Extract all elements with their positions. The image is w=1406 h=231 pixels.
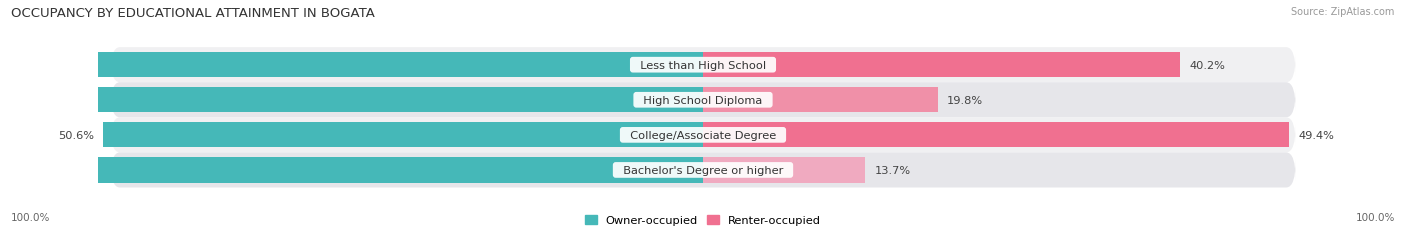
FancyBboxPatch shape [110, 153, 1296, 188]
Bar [703, 123, 1289, 148]
Text: College/Associate Degree: College/Associate Degree [623, 130, 783, 140]
Bar [0, 53, 703, 78]
Text: 100.0%: 100.0% [1355, 212, 1395, 222]
Text: 100.0%: 100.0% [11, 212, 51, 222]
Legend: Owner-occupied, Renter-occupied: Owner-occupied, Renter-occupied [585, 215, 821, 225]
FancyBboxPatch shape [110, 118, 1296, 153]
Text: 40.2%: 40.2% [1189, 61, 1225, 70]
Text: 13.7%: 13.7% [875, 165, 911, 175]
Text: Bachelor's Degree or higher: Bachelor's Degree or higher [616, 165, 790, 175]
Text: 49.4%: 49.4% [1298, 130, 1334, 140]
FancyBboxPatch shape [110, 48, 1296, 83]
Bar [703, 158, 866, 183]
FancyBboxPatch shape [110, 83, 1296, 118]
Bar [103, 123, 703, 148]
Bar [0, 88, 703, 113]
Bar [703, 53, 1180, 78]
Bar [0, 158, 703, 183]
Text: High School Diploma: High School Diploma [637, 95, 769, 105]
Text: OCCUPANCY BY EDUCATIONAL ATTAINMENT IN BOGATA: OCCUPANCY BY EDUCATIONAL ATTAINMENT IN B… [11, 7, 375, 20]
Text: 50.6%: 50.6% [58, 130, 94, 140]
Text: 19.8%: 19.8% [948, 95, 983, 105]
Text: Source: ZipAtlas.com: Source: ZipAtlas.com [1291, 7, 1395, 17]
Text: Less than High School: Less than High School [633, 61, 773, 70]
Bar [703, 88, 938, 113]
